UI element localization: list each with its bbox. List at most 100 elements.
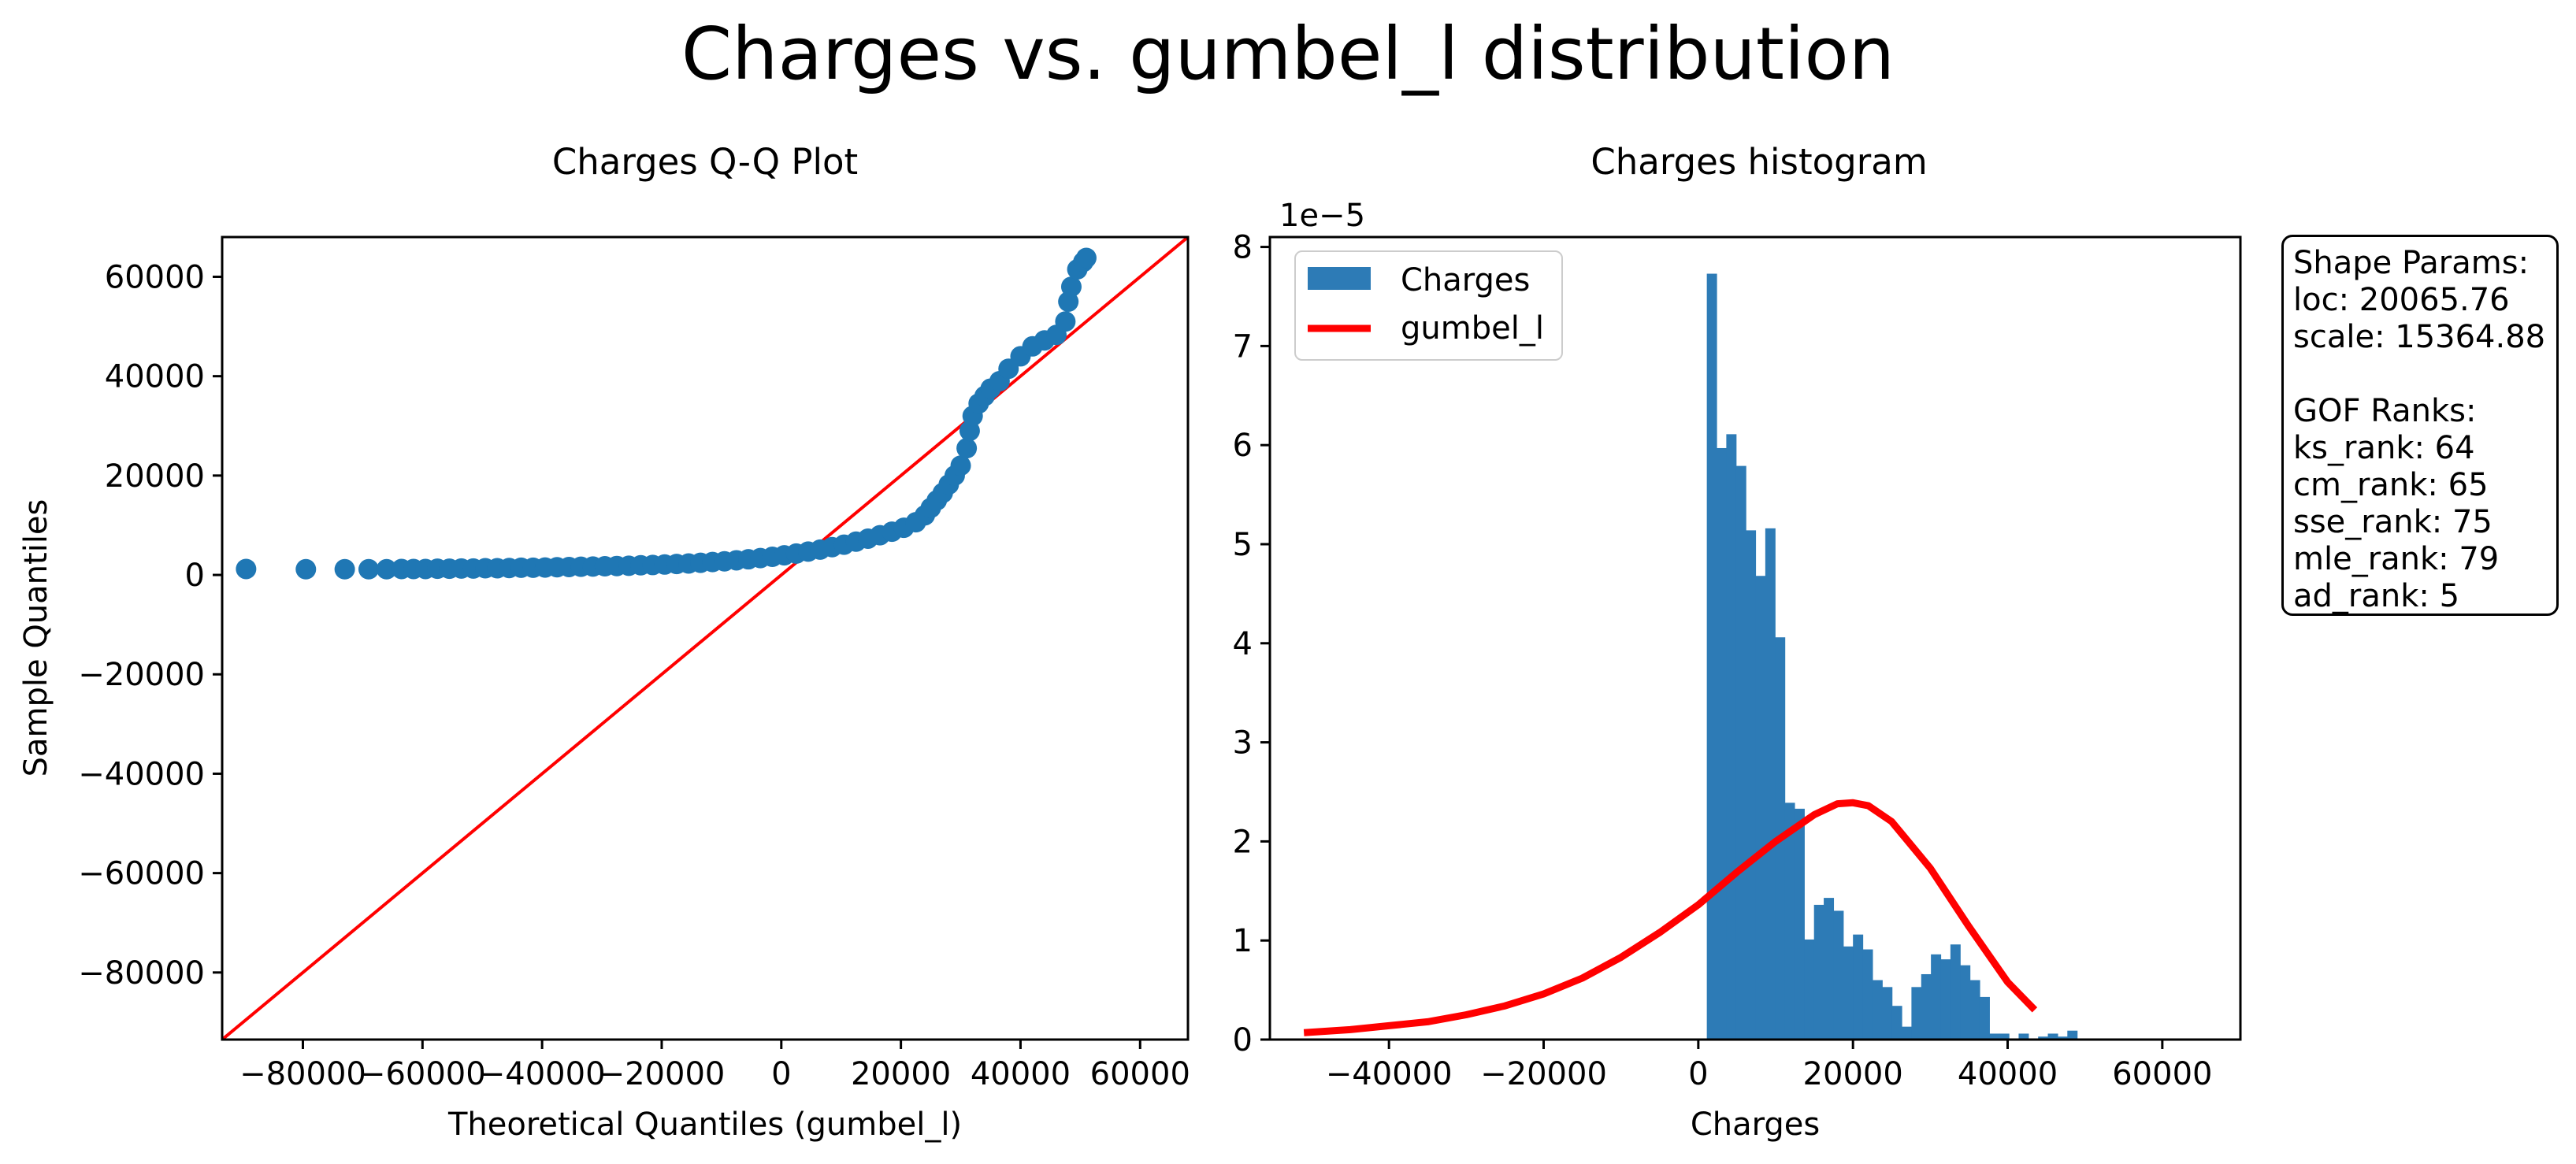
histogram-bar	[2018, 1033, 2029, 1040]
histogram-legend: Charges gumbel_l	[1294, 250, 1563, 361]
histogram-x-tick-label: 40000	[1958, 1056, 2058, 1092]
histogram-bar	[1746, 530, 1757, 1040]
qq-x-tick-label: 60000	[1090, 1056, 1190, 1092]
histogram-bar	[1902, 1026, 1912, 1040]
qq-point	[950, 455, 971, 476]
histogram-bar	[1989, 1033, 2000, 1040]
legend-charges-swatch	[1308, 267, 1371, 290]
histogram-bar	[1979, 996, 1990, 1040]
gumbel-fit-curve-layer	[1303, 799, 2038, 1036]
histogram-bar	[1726, 434, 1737, 1040]
qq-x-tick-label: −60000	[359, 1056, 486, 1092]
qq-x-tick-label: 0	[771, 1056, 791, 1092]
histogram-bar	[1813, 904, 1824, 1040]
qq-plot-panel: Charges Q-Q Plot −80000−60000−40000−2000…	[18, 141, 1190, 1143]
histogram-bar	[1969, 980, 1980, 1040]
histogram-bar	[1824, 898, 1835, 1040]
histogram-y-tick-label: 6	[1233, 428, 1253, 464]
qq-reference-line	[222, 237, 1188, 1040]
histogram-x-tick-label: 0	[1688, 1056, 1708, 1092]
histogram-x-tick-label: 60000	[2112, 1056, 2212, 1092]
histogram-bar	[1706, 273, 1717, 1040]
histogram-y-tick-label: 5	[1233, 527, 1253, 563]
histogram-y-tick-label: 7	[1233, 328, 1253, 365]
histogram-y-tick-label: 4	[1233, 626, 1253, 662]
histogram-bar	[1717, 447, 1727, 1040]
qq-y-tick-label: 60000	[105, 259, 205, 295]
qq-point	[1060, 276, 1082, 298]
qq-point	[295, 558, 317, 580]
histogram-bar	[1862, 949, 1873, 1040]
histogram-bar	[1794, 808, 1805, 1040]
histogram-bars	[1706, 273, 2078, 1040]
legend-gumbel-label: gumbel_l	[1401, 310, 1544, 347]
qq-y-tick-label: 40000	[105, 359, 205, 395]
histogram-bar	[1911, 987, 1922, 1040]
qq-point	[956, 438, 978, 459]
histogram-bar	[2067, 1030, 2078, 1040]
histogram-bar	[1853, 934, 1864, 1040]
qq-y-tick-label: −20000	[78, 657, 205, 693]
qq-point	[236, 558, 257, 580]
histogram-bar	[1765, 528, 1776, 1040]
histogram-y-tick-label: 2	[1233, 824, 1253, 860]
legend-charges-label: Charges	[1401, 262, 1530, 298]
histogram-title: Charges histogram	[1591, 141, 1927, 183]
qq-points-layer	[236, 247, 1097, 580]
qq-x-axis: −80000−60000−40000−20000 0 20000 40000 60000	[239, 1040, 1190, 1092]
histogram-bar	[1735, 465, 1746, 1040]
histogram-panel: Charges histogram 1e−5 −40000 −20000 0 2000…	[1233, 141, 2242, 1143]
histogram-bar	[1843, 946, 1854, 1040]
qq-y-tick-label: −80000	[78, 955, 205, 992]
qq-plot-frame	[221, 235, 1190, 1041]
qq-x-tick-label: 20000	[851, 1056, 951, 1092]
qq-point	[358, 558, 379, 580]
histogram-y-scale-label: 1e−5	[1279, 198, 1365, 234]
qq-plot-title: Charges Q-Q Plot	[552, 141, 858, 183]
histogram-bar	[1999, 1033, 2010, 1040]
qq-y-tick-label: 20000	[105, 458, 205, 495]
histogram-x-axis-label: Charges	[1691, 1107, 1820, 1143]
histogram-bar	[1882, 987, 1893, 1040]
gumbel-fit-curve	[1303, 799, 2038, 1036]
shape-params-info-box: Shape Params: loc: 20065.76 scale: 15364…	[2281, 235, 2559, 616]
histogram-bar	[1833, 910, 1844, 1040]
histogram-bar	[1921, 973, 1932, 1040]
qq-point	[334, 558, 355, 580]
qq-y-axis: −80000 −60000 −40000 −20000 0 20000 40000 60000	[78, 259, 222, 992]
histogram-y-axis: 0 1 2 3 4 5 6 7 8	[1233, 230, 1270, 1058]
qq-y-tick-label: 0	[185, 558, 205, 594]
histogram-bar	[1891, 1006, 1902, 1040]
histogram-y-tick-label: 1	[1233, 923, 1253, 959]
qq-x-tick-label: −20000	[599, 1056, 726, 1092]
histogram-x-tick-label: −40000	[1326, 1056, 1453, 1092]
qq-point	[1055, 311, 1076, 332]
qq-x-tick-label: −40000	[479, 1056, 606, 1092]
histogram-x-axis: −40000 −20000 0 20000 40000 60000	[1326, 1040, 2212, 1092]
histogram-y-tick-label: 0	[1233, 1022, 1253, 1058]
histogram-bar	[1931, 954, 1942, 1040]
histogram-y-tick-label: 3	[1233, 725, 1253, 762]
histogram-bar	[2047, 1033, 2058, 1040]
histogram-bar	[1872, 980, 1883, 1040]
histogram-x-tick-label: −20000	[1480, 1056, 1607, 1092]
figure-title: Charges vs. gumbel_l distribution	[681, 12, 1895, 96]
qq-point	[1075, 247, 1097, 269]
histogram-bar	[1950, 944, 1961, 1040]
qq-x-tick-label: 40000	[971, 1056, 1071, 1092]
histogram-bar	[1804, 939, 1815, 1040]
histogram-y-tick-label: 8	[1233, 230, 1253, 266]
histogram-bar	[1784, 803, 1795, 1040]
qq-reference-line-layer	[222, 237, 1188, 1040]
qq-y-tick-label: −40000	[78, 756, 205, 792]
qq-y-axis-label: Sample Quantiles	[18, 499, 54, 777]
histogram-bar	[1960, 965, 1971, 1040]
histogram-bar	[2057, 1036, 2068, 1040]
qq-x-tick-label: −80000	[239, 1056, 366, 1092]
histogram-frame	[1268, 235, 2242, 1041]
histogram-x-tick-label: 20000	[1803, 1056, 1903, 1092]
qq-point	[376, 558, 397, 580]
qq-x-axis-label: Theoretical Quantiles (gumbel_l)	[447, 1107, 962, 1143]
histogram-bar	[1940, 959, 1951, 1040]
